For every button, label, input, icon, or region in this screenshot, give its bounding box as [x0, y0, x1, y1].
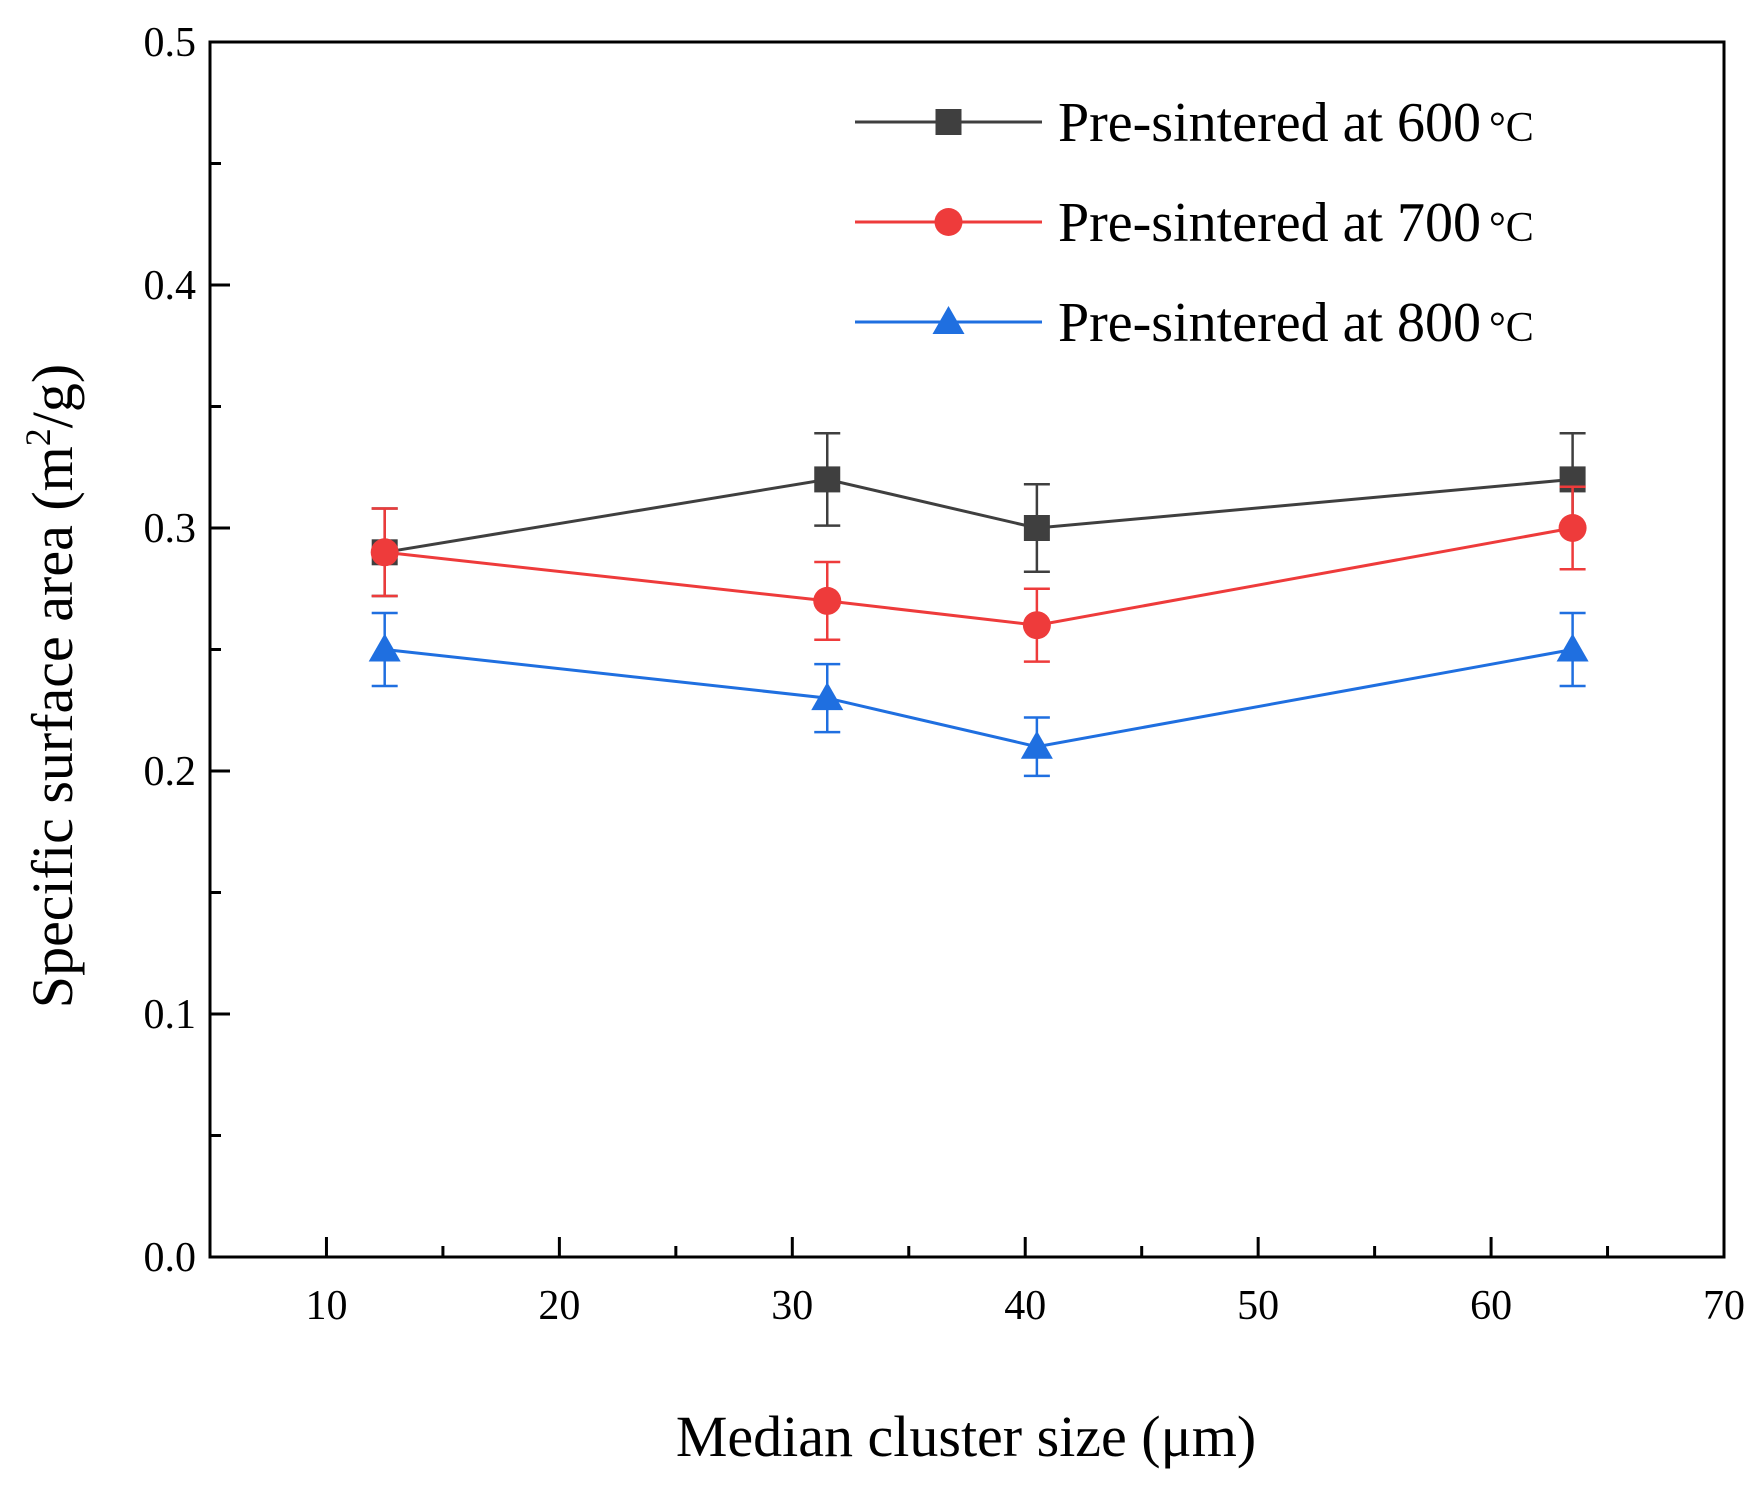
- y-tick-label: 0.1: [144, 992, 197, 1038]
- series-line: [384, 477, 1573, 554]
- data-point: [1558, 514, 1587, 542]
- y-tick-label: 0.3: [144, 506, 197, 552]
- series-1: [371, 431, 1586, 598]
- data-point: [1020, 730, 1053, 759]
- legend-marker: [934, 208, 963, 236]
- series-2: [370, 485, 1587, 663]
- x-tick-label: 20: [538, 1283, 580, 1329]
- legend-label: Pre-sintered at 600 °C: [1058, 92, 1534, 154]
- legend-marker: [932, 306, 965, 334]
- y-axis-title: Specific surface area (m2/g): [18, 364, 85, 1008]
- y-tick-label: 0.2: [144, 749, 197, 795]
- x-tick-label: 10: [305, 1283, 347, 1329]
- legend-label-name: Pre-sintered at 700: [1058, 192, 1481, 254]
- data-point: [811, 682, 844, 711]
- series-layer: [368, 431, 1589, 778]
- legend-entry-1: Pre-sintered at 600 °C: [855, 92, 1534, 154]
- x-tick-label: 70: [1703, 1283, 1745, 1329]
- data-point: [370, 538, 399, 567]
- legend-label-unit: °C: [1489, 105, 1534, 151]
- legend-marker: [935, 109, 962, 135]
- x-tick-label: 30: [771, 1283, 813, 1329]
- legend-entry-2: Pre-sintered at 700 °C: [855, 192, 1534, 254]
- axes-layer: 10 20 30 40 50 60 70 0.0 0.1 0.2 0.3 0.4 0.5: [144, 20, 1746, 1329]
- legend-label-name: Pre-sintered at 800: [1058, 292, 1481, 354]
- series-line: [384, 648, 1573, 749]
- data-point: [1022, 611, 1051, 640]
- y-axis-title-main: Specific surface area (m: [20, 446, 85, 1008]
- series-3: [368, 611, 1589, 778]
- data-point: [813, 586, 842, 615]
- legend-label: Pre-sintered at 700 °C: [1058, 192, 1534, 254]
- y-tick-label: 0.0: [144, 1235, 197, 1281]
- y-tick-label: 0.5: [144, 20, 197, 66]
- legend-label-unit: °C: [1489, 205, 1534, 251]
- legend-entry-3: Pre-sintered at 800 °C: [855, 292, 1534, 354]
- y-axis-title-sup: 2: [18, 428, 58, 446]
- x-tick-label: 40: [1004, 1283, 1046, 1329]
- x-tick-label: 50: [1237, 1283, 1279, 1329]
- x-tick-label: 60: [1470, 1283, 1512, 1329]
- legend-label-name: Pre-sintered at 600: [1058, 92, 1481, 154]
- data-point: [1023, 515, 1050, 541]
- y-tick-label: 0.4: [144, 263, 197, 309]
- legend-label: Pre-sintered at 800 °C: [1058, 292, 1534, 354]
- y-axis-title-tail: /g): [20, 364, 85, 428]
- series-line: [384, 526, 1573, 627]
- legend-label-unit: °C: [1489, 305, 1534, 351]
- data-point: [1556, 633, 1589, 662]
- data-point: [814, 466, 841, 493]
- data-point: [368, 633, 401, 662]
- x-axis-title: Median cluster size (μm): [676, 1404, 1256, 1469]
